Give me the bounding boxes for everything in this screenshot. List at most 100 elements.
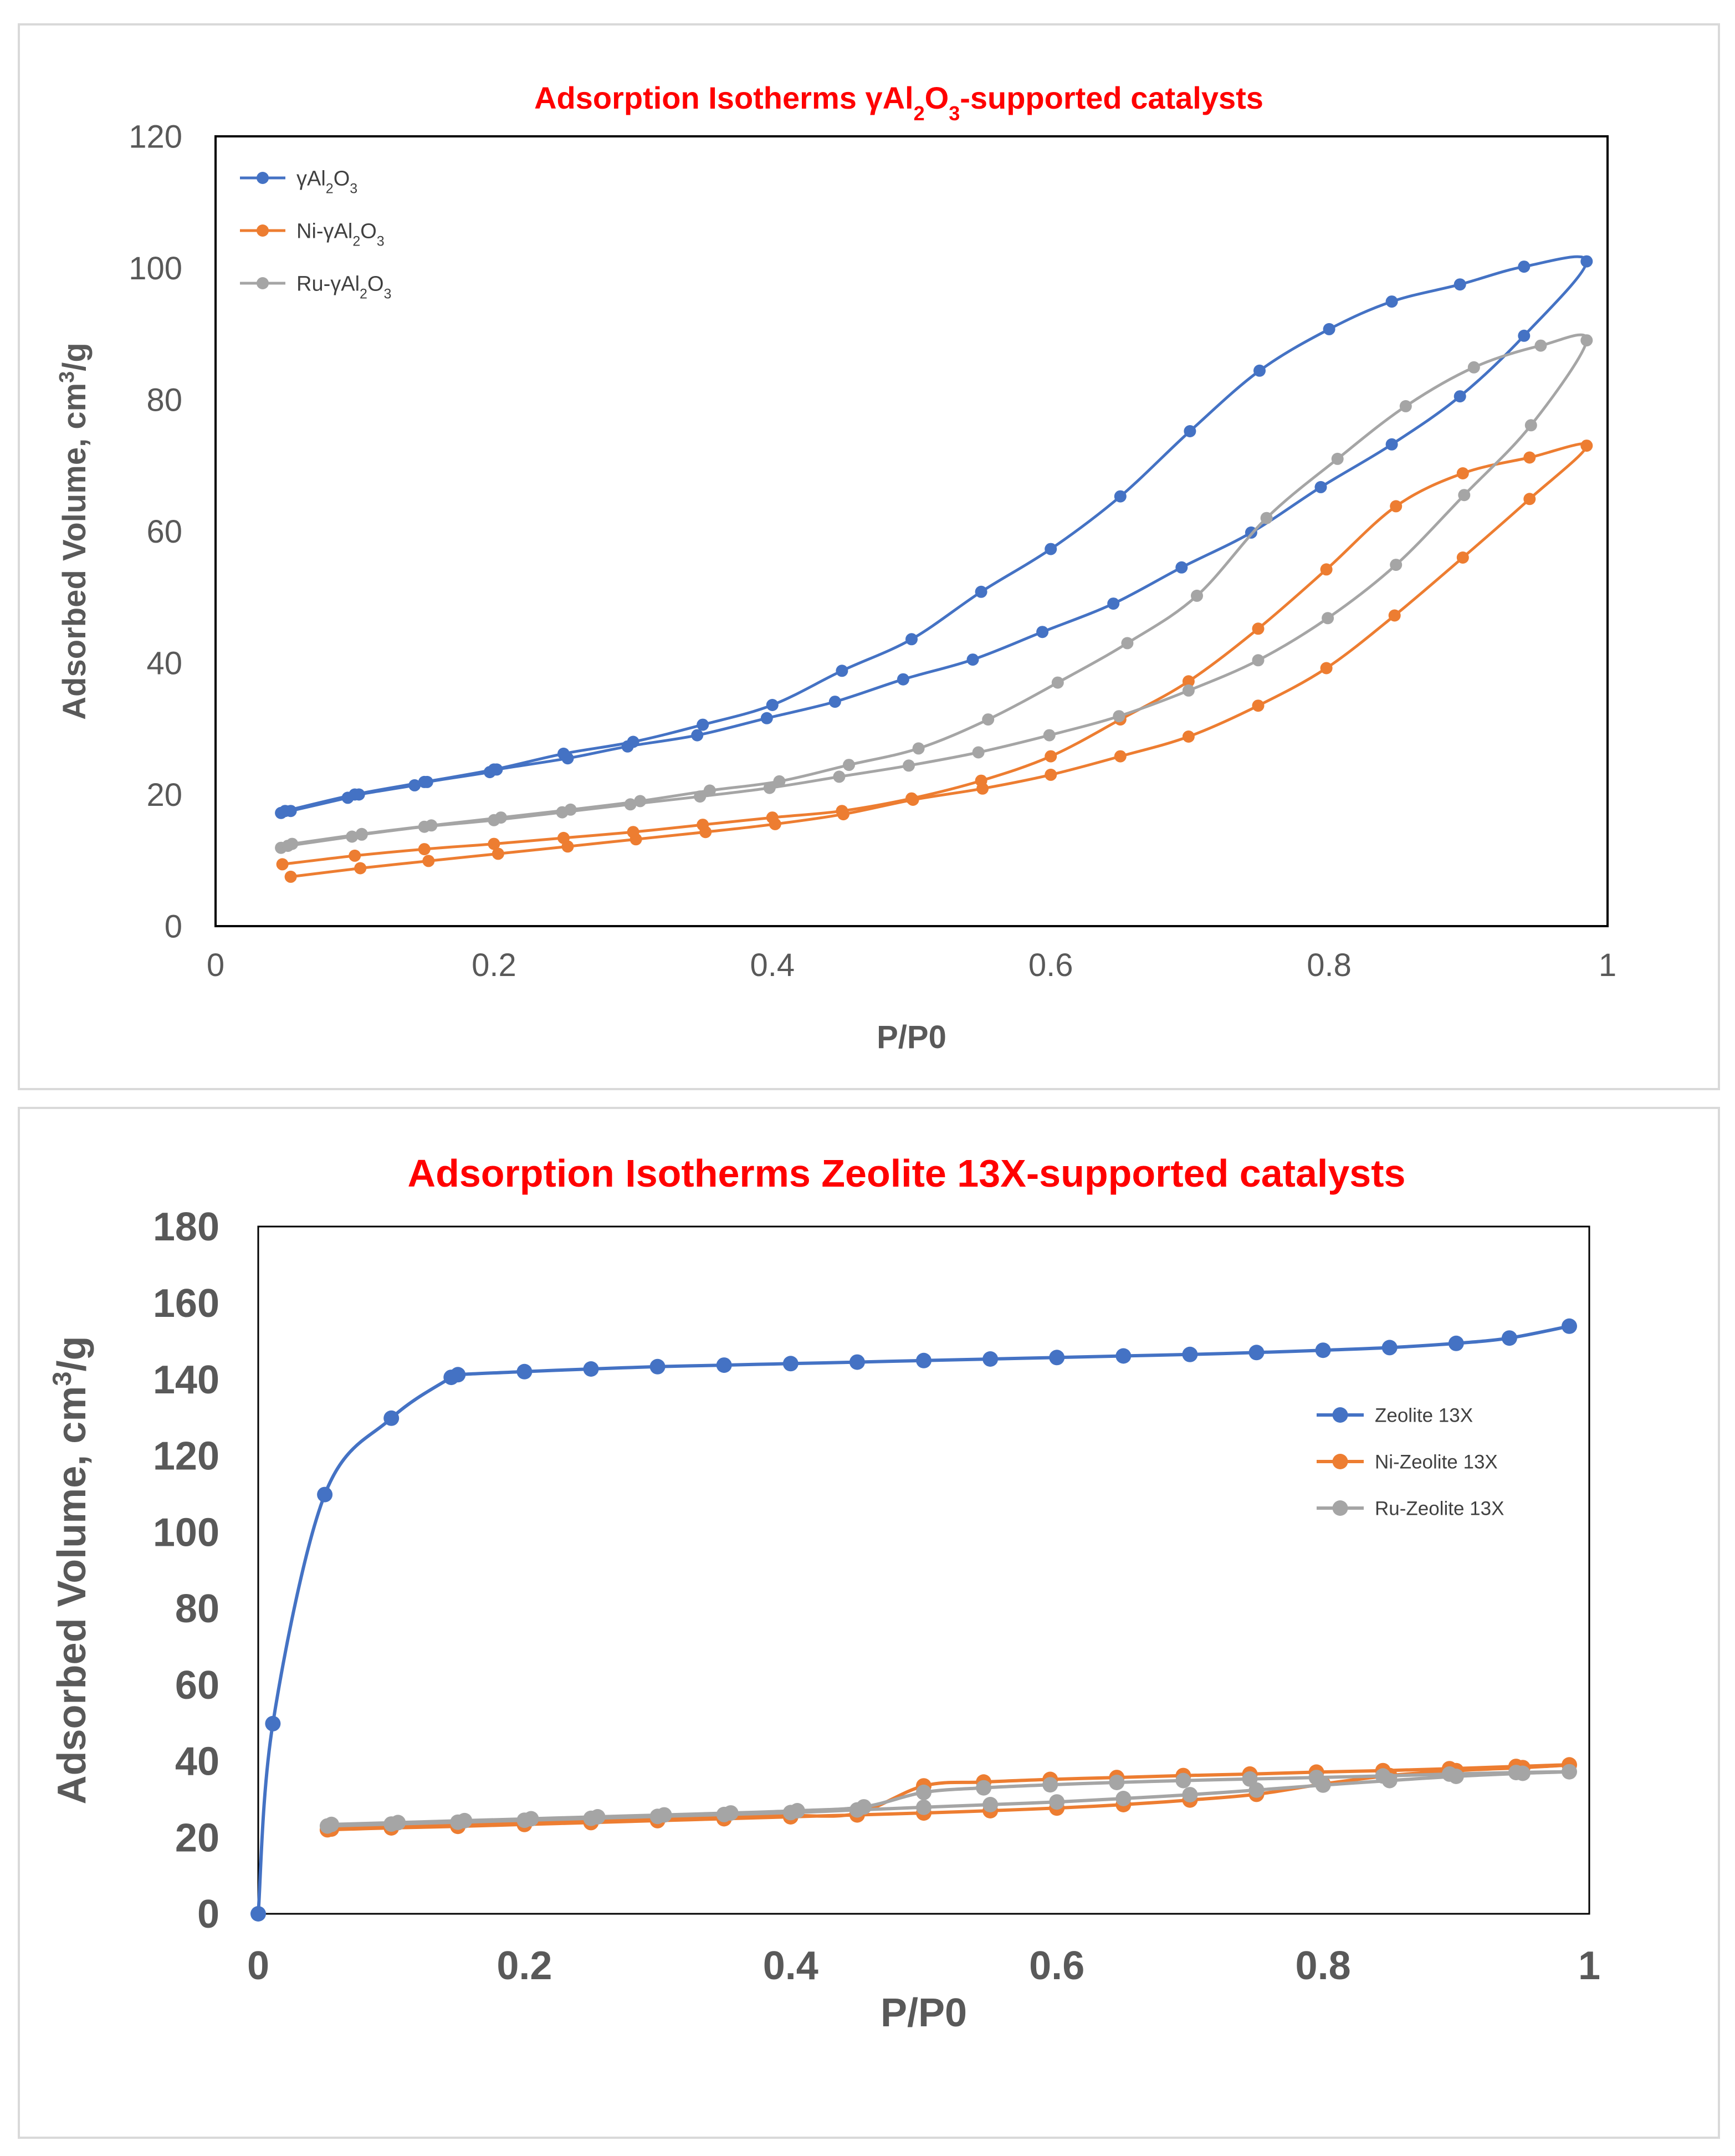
data-point	[265, 1715, 281, 1731]
data-point	[697, 819, 709, 831]
data-point	[418, 775, 431, 788]
y-tick-label: 40	[146, 645, 182, 681]
data-point	[856, 1799, 872, 1815]
data-point	[982, 713, 995, 726]
data-point	[649, 1358, 666, 1375]
data-point	[1109, 1775, 1125, 1790]
data-point	[1320, 662, 1333, 675]
data-point	[492, 847, 504, 860]
legend-marker	[257, 172, 269, 184]
data-point	[1381, 1340, 1398, 1356]
data-point	[624, 798, 637, 811]
data-point	[1175, 1772, 1191, 1789]
data-point	[982, 1351, 999, 1367]
data-point	[773, 775, 786, 788]
data-point	[1252, 622, 1265, 635]
data-point	[1453, 390, 1466, 403]
plot-area	[257, 1225, 1590, 1915]
data-point	[763, 781, 776, 794]
y-tick-label: 0	[165, 908, 182, 944]
legend-marker	[257, 224, 269, 237]
data-point	[1049, 1350, 1065, 1366]
data-point	[1045, 543, 1057, 555]
data-point	[789, 1803, 805, 1818]
data-point	[324, 1816, 340, 1832]
data-point	[523, 1811, 539, 1827]
data-point	[349, 849, 361, 862]
data-point	[1049, 1794, 1065, 1810]
data-point	[1113, 710, 1125, 723]
data-point	[1314, 481, 1327, 493]
data-point	[1191, 589, 1203, 602]
y-tick-label: 120	[129, 119, 182, 155]
data-point	[694, 790, 707, 803]
data-point	[1115, 1348, 1132, 1364]
data-point	[317, 1486, 333, 1503]
data-point	[849, 1354, 865, 1370]
data-point	[1385, 438, 1398, 451]
chart-title: Adsorption Isotherms Zeolite 13X-support…	[408, 1152, 1406, 1195]
legend-label: Ru-γAl2O3	[296, 272, 391, 302]
data-point	[1523, 451, 1536, 464]
data-point	[276, 858, 289, 871]
data-point	[516, 1363, 533, 1380]
data-point	[583, 1361, 599, 1377]
data-point	[697, 718, 709, 731]
data-point	[627, 735, 639, 748]
data-point	[349, 788, 361, 801]
data-point	[1320, 563, 1333, 576]
data-point	[634, 795, 647, 808]
data-point	[843, 759, 855, 772]
y-tick-label: 20	[175, 1816, 219, 1860]
legend-label: Ru-Zeolite 13X	[1375, 1498, 1504, 1519]
plot-area	[214, 135, 1609, 927]
data-point	[1175, 561, 1188, 574]
data-point	[1045, 768, 1057, 781]
legend-marker	[257, 277, 269, 289]
data-point	[716, 1357, 732, 1373]
y-tick-label: 100	[153, 1510, 219, 1555]
data-point	[495, 811, 507, 824]
x-tick-label: 0.2	[497, 1944, 552, 1988]
data-point	[1453, 278, 1466, 291]
data-point	[354, 862, 367, 875]
data-point	[557, 747, 570, 760]
data-point	[1114, 490, 1127, 503]
legend-label: γAl2O3	[296, 167, 357, 196]
legend-marker	[1332, 1454, 1348, 1469]
data-point	[286, 837, 299, 850]
data-point	[418, 843, 431, 856]
data-point	[1518, 260, 1531, 273]
x-tick-label: 0.6	[1029, 1944, 1084, 1988]
data-point	[903, 759, 915, 772]
data-point	[383, 1410, 400, 1426]
x-tick-label: 0.6	[1028, 947, 1073, 983]
data-point	[1315, 1342, 1331, 1358]
data-point	[836, 805, 848, 818]
data-point	[279, 805, 291, 818]
data-point	[250, 1906, 266, 1922]
y-tick-label: 80	[146, 382, 182, 418]
data-point	[975, 774, 987, 787]
y-tick-label: 140	[153, 1358, 219, 1402]
data-point	[1182, 1787, 1198, 1803]
data-point	[1508, 1765, 1524, 1781]
x-tick-label: 0.8	[1307, 947, 1352, 983]
data-point	[457, 1812, 473, 1828]
data-point	[1036, 626, 1049, 638]
data-point	[1184, 425, 1196, 437]
data-point	[1523, 493, 1536, 505]
data-point	[1252, 654, 1265, 667]
data-point	[1375, 1768, 1391, 1784]
x-tick-label: 0.2	[472, 947, 516, 983]
data-point	[590, 1809, 606, 1825]
legend-marker	[1332, 1407, 1348, 1423]
data-point	[1182, 684, 1195, 697]
data-point	[1534, 339, 1547, 352]
data-point	[1456, 551, 1469, 564]
x-tick-label: 0.4	[763, 1944, 818, 1988]
data-point	[1182, 730, 1195, 743]
data-point	[1182, 675, 1195, 688]
data-point	[972, 746, 985, 759]
data-point	[1331, 452, 1344, 465]
